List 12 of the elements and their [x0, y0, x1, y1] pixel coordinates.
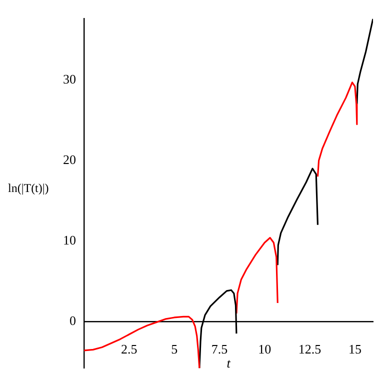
- x-tick-label: 2.5: [121, 342, 138, 357]
- y-axis-title: ln(|T(t)|): [8, 181, 50, 196]
- y-tick-label: 20: [63, 152, 76, 167]
- x-tick-label: 7.5: [211, 342, 228, 357]
- y-tick-label: 0: [70, 312, 76, 328]
- x-tick-label: 15: [348, 342, 362, 357]
- y-tick-label: 30: [63, 71, 76, 86]
- x-tick-label: 12.5: [298, 342, 322, 357]
- x-tick-label: 5: [171, 342, 178, 357]
- x-axis-title: t: [226, 355, 231, 370]
- x-tick-label: 10: [258, 342, 272, 357]
- y-tick-label: 10: [63, 232, 76, 248]
